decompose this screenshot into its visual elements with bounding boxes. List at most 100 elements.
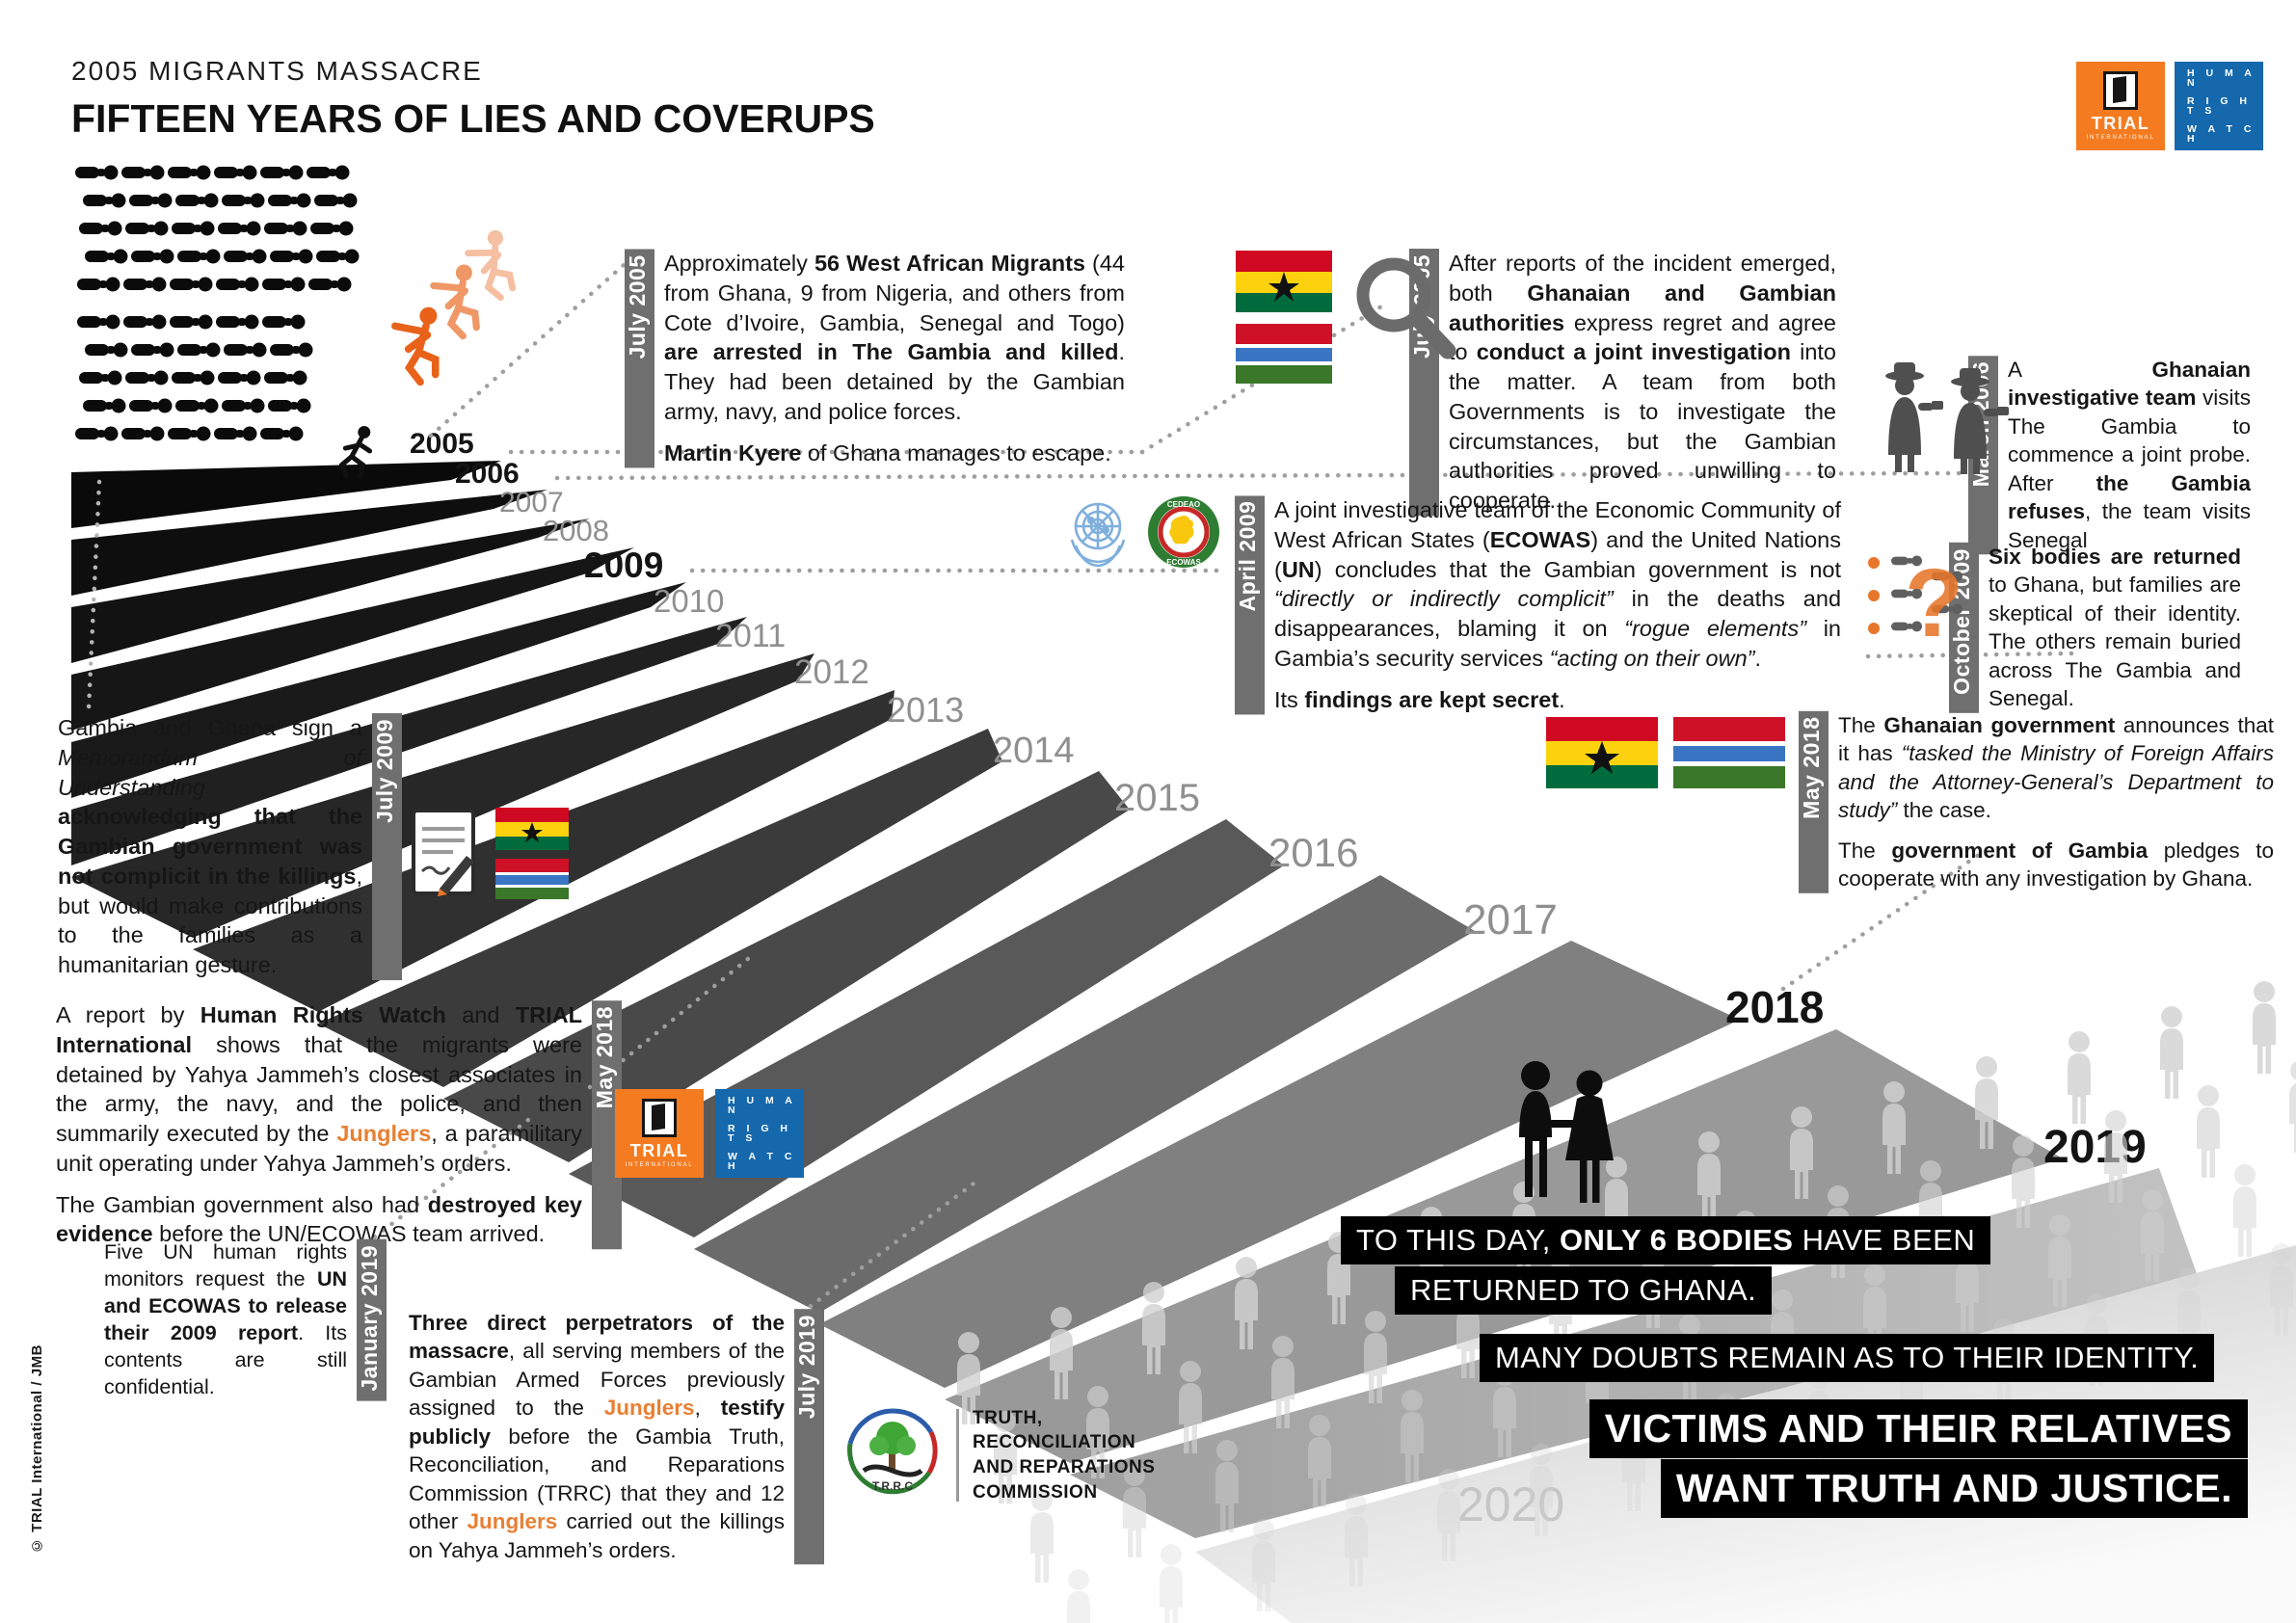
year-label-2019: 2019 — [2043, 1122, 2147, 1173]
couple-pictogram — [1519, 1061, 1614, 1203]
date-tab: May 2018 — [1799, 711, 1829, 893]
event-text: Six bodies are returned to Ghana, but fa… — [1989, 545, 2241, 711]
header: 2005 MIGRANTS MASSACRE FIFTEEN YEARS OF … — [71, 56, 875, 142]
event-text: Gambia and Ghana sign a Memorandum of Un… — [58, 715, 362, 978]
date-tab: July 2019 — [794, 1309, 824, 1565]
event-text: Five UN human rights monitors request th… — [104, 1240, 347, 1398]
year-label-2006: 2006 — [455, 458, 520, 490]
event-july-2005-arrests: July 2005 Approximately 56 West African … — [625, 249, 1125, 468]
october-2009-identity-icon: ? — [1864, 547, 2009, 663]
may-2018-report-logos: TRIAL INTERNATIONAL H U M A N R I G H T … — [615, 1089, 804, 1178]
event-march-2006-probe: March 2006 A Ghanaian investigative team… — [1968, 356, 2251, 555]
trial-international-logo: TRIAL INTERNATIONAL — [615, 1089, 704, 1178]
ecowas-logo-icon: CEDEAO ECOWAS — [1148, 496, 1219, 568]
trrc-name-line: TRUTH, — [973, 1407, 1043, 1428]
trial-international-logo: TRIAL INTERNATIONAL — [2076, 62, 2165, 150]
trial-door-icon — [2103, 71, 2138, 110]
memorandum-document-icon — [412, 809, 475, 896]
year-band-2008 — [71, 547, 634, 731]
detectives-icon — [1885, 362, 2009, 474]
trrc-name-line: COMMISSION — [973, 1481, 1098, 1503]
year-band-2007 — [71, 519, 590, 663]
may-2018-flags — [1546, 717, 1785, 788]
fleeing-figures-orange — [392, 227, 526, 385]
ecowas-bottom-text: ECOWAS — [1166, 558, 1201, 567]
year-label-2012: 2012 — [794, 653, 869, 691]
human-rights-watch-logo: H U M A N R I G H T S W A T C H — [2175, 62, 2263, 150]
event-text: A Ghanaian investigative team visits The… — [2008, 358, 2251, 552]
event-october-2009-six-bodies: October 2009 Six bodies are returned to … — [1949, 543, 2241, 713]
un-logo-icon — [1070, 502, 1126, 568]
ghana-flag-icon — [1546, 717, 1658, 788]
human-rights-watch-logo: H U M A N R I G H T S W A T C H — [715, 1089, 804, 1178]
trrc-acronym: T.R.R.C — [872, 1479, 913, 1493]
dotted-leader — [363, 1117, 531, 1246]
year-label-2010: 2010 — [654, 583, 724, 619]
event-text: A joint investigative team of the Econom… — [1274, 497, 1842, 712]
trial-door-icon — [642, 1099, 677, 1137]
year-label-2008: 2008 — [543, 514, 609, 547]
dotted-leader — [1865, 651, 2075, 659]
trial-logo-subtext: INTERNATIONAL — [2086, 135, 2155, 141]
trrc-logo-block: T.R.R.C TRUTH, RECONCILIATION AND REPARA… — [842, 1405, 1155, 1505]
event-text: The Ghanaian government announces that i… — [1838, 713, 2274, 891]
svg-text:?: ? — [1905, 549, 1963, 657]
page-supertitle: 2005 MIGRANTS MASSACRE — [71, 56, 483, 86]
event-may-2018-ghana-announcement: May 2018 The Ghanaian government announc… — [1799, 711, 2274, 893]
year-label-2011: 2011 — [715, 618, 786, 654]
divider — [956, 1409, 959, 1502]
year-label-2009: 2009 — [584, 545, 663, 585]
event-text: Approximately 56 West African Migrants (… — [664, 251, 1125, 466]
page-title: FIFTEEN YEARS OF LIES AND COVERUPS — [71, 96, 875, 141]
dotted-leader — [799, 1181, 976, 1316]
statement-bodies-returned-line1: TO THIS DAY, ONLY 6 BODIES HAVE BEEN — [1341, 1216, 1991, 1264]
year-label-2007: 2007 — [499, 487, 564, 519]
year-label-2017: 2017 — [1463, 896, 1558, 944]
magnifier-icon — [1356, 257, 1456, 359]
year-label-2016: 2016 — [1268, 830, 1358, 875]
date-tab: April 2009 — [1235, 495, 1265, 715]
event-april-2009-ecowas-un: April 2009 A joint investigative team of… — [1235, 495, 1842, 715]
march-2006-investigators-icon — [1876, 355, 2030, 474]
year-label-2005: 2005 — [410, 428, 474, 460]
year-band-2016 — [694, 875, 1475, 1313]
event-may-2018-hrw-trial-report: A report by Human Rights Watch and TRIAL… — [56, 1000, 622, 1250]
year-band-2005 — [71, 461, 501, 528]
statement-doubts: MANY DOUBTS REMAIN AS TO THEIR IDENTITY. — [1480, 1334, 2215, 1382]
statement-victims-line2: WANT TRUTH AND JUSTICE. — [1660, 1459, 2248, 1518]
gambia-flag-icon — [495, 859, 569, 899]
trial-logo-text: TRIAL — [2091, 114, 2150, 133]
event-july-2009-mou: Gambia and Ghana sign a Memorandum of Un… — [58, 713, 402, 981]
year-label-2014: 2014 — [993, 731, 1075, 771]
event-text: Three direct perpetrators of the massacr… — [409, 1311, 785, 1562]
event-july-2019-trrc-testimony: Three direct perpetrators of the massacr… — [409, 1309, 824, 1565]
year-label-2015: 2015 — [1114, 777, 1200, 819]
dotted-leader — [554, 470, 1964, 481]
ecowas-top-text: CEDEAO — [1167, 500, 1200, 509]
trrc-name-line: AND REPARATIONS — [973, 1457, 1156, 1477]
april-2009-org-logos: CEDEAO ECOWAS — [1062, 495, 1220, 569]
date-tab: July 2009 — [372, 713, 402, 981]
trrc-seal-icon: T.R.R.C — [846, 1408, 939, 1502]
trrc-name-line: RECONCILIATION — [973, 1432, 1136, 1453]
date-tab: January 2019 — [357, 1239, 387, 1401]
event-july-2005-joint-investigation: July 2005 After reports of the incident … — [1409, 249, 1836, 517]
july-2005-investigation-icons — [1236, 251, 1463, 384]
statement-bodies-returned-line2: RETURNED TO GHANA. — [1395, 1266, 1773, 1315]
year-band-2009 — [71, 582, 686, 798]
statement-victims-line1: VICTIMS AND THEIR RELATIVES — [1589, 1399, 2248, 1458]
year-band-2010 — [71, 617, 747, 865]
gambia-flag-icon — [1236, 324, 1332, 384]
year-label-2018: 2018 — [1725, 982, 1824, 1032]
bodies-question-icon: ? — [1868, 549, 1963, 657]
date-tab: July 2005 — [625, 249, 654, 468]
event-text: A report by Human Rights Watch and TRIAL… — [56, 1002, 582, 1247]
copyright-credit: © TRIAL International / JMB — [29, 1344, 45, 1554]
dotted-leader — [587, 951, 757, 1090]
july-2009-mou-icons — [411, 808, 569, 899]
year-label-2013: 2013 — [887, 690, 964, 730]
gambia-flag-icon — [1673, 717, 1785, 788]
year-band-2012 — [193, 690, 894, 1012]
